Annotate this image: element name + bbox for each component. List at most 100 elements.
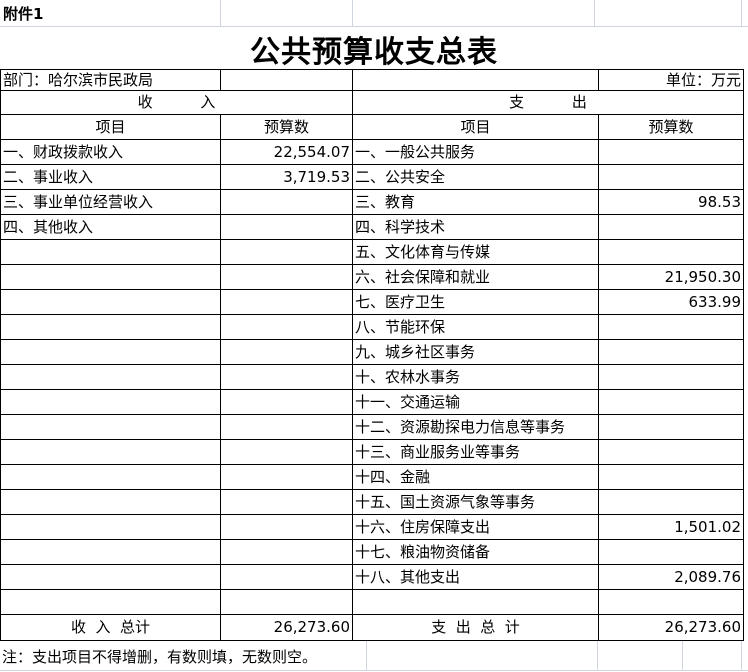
gridline [220,0,221,26]
revenue-item-cell[interactable] [0,289,221,315]
revenue-value-cell[interactable] [220,339,353,365]
revenue-value-cell[interactable] [220,289,353,315]
revenue-budget-header-cell[interactable]: 预算数 [220,114,353,140]
revenue-item-cell[interactable] [0,589,221,615]
gridline [597,641,598,670]
revenue-item-header-cell[interactable]: 项目 [0,114,221,140]
revenue-value-cell[interactable] [220,364,353,390]
unit-cell[interactable]: 单位：万元 [598,69,744,91]
expenditure-item-cell[interactable]: 十四、金融 [352,464,599,490]
expenditure-item-cell[interactable]: 十三、商业服务业等事务 [352,439,599,465]
expenditure-value-cell[interactable] [598,389,744,415]
revenue-value-cell[interactable]: 22,554.07 [220,139,353,165]
expenditure-value-cell[interactable] [598,589,744,615]
expenditure-item-cell[interactable]: 十、农林水事务 [352,364,599,390]
revenue-item-cell[interactable] [0,339,221,365]
expenditure-item-cell[interactable]: 三、教育 [352,189,599,215]
expenditure-value-cell[interactable]: 1,501.02 [598,514,744,540]
revenue-item-cell[interactable] [0,414,221,440]
expenditure-item-header-cell[interactable]: 项目 [352,114,599,140]
expenditure-item-cell[interactable]: 六、社会保障和就业 [352,264,599,290]
revenue-item-cell[interactable] [0,389,221,415]
revenue-item-cell[interactable] [0,364,221,390]
table-row: 八、节能环保 [0,314,744,340]
expenditure-value-cell[interactable]: 21,950.30 [598,264,744,290]
revenue-value-cell[interactable] [220,439,353,465]
expenditure-value-cell[interactable] [598,314,744,340]
revenue-value-cell[interactable] [220,314,353,340]
expenditure-value-cell[interactable] [598,139,744,165]
expenditure-item-cell[interactable]: 七、医疗卫生 [352,289,599,315]
revenue-item-cell[interactable] [0,539,221,565]
expenditure-item-cell[interactable]: 八、节能环保 [352,314,599,340]
expenditure-item-cell[interactable]: 十八、其他支出 [352,564,599,590]
revenue-item-cell[interactable] [0,564,221,590]
expenditure-value-cell[interactable] [598,239,744,265]
expenditure-item-cell[interactable] [352,589,599,615]
expenditure-item-cell[interactable]: 一、一般公共服务 [352,139,599,165]
revenue-value-cell[interactable] [220,514,353,540]
expenditure-item-cell[interactable]: 二、公共安全 [352,164,599,190]
note-text: 注：支出项目不得增删，有数则填，无数则空。 [2,648,318,666]
expenditure-value-cell[interactable] [598,414,744,440]
revenue-value-cell[interactable]: 3,719.53 [220,164,353,190]
expenditure-item-cell[interactable]: 九、城乡社区事务 [352,339,599,365]
revenue-item-cell[interactable] [0,439,221,465]
expenditure-value-cell[interactable] [598,214,744,240]
expenditure-value-cell[interactable] [598,164,744,190]
revenue-value-cell[interactable] [220,264,353,290]
revenue-value-cell[interactable] [220,414,353,440]
revenue-value-cell[interactable] [220,589,353,615]
table-row: 五、文化体育与传媒 [0,239,744,265]
gridline [594,0,595,26]
revenue-value-cell[interactable] [220,189,353,215]
expenditure-value-cell[interactable] [598,439,744,465]
revenue-value-cell[interactable] [220,539,353,565]
table-row: 四、其他收入 四、科学技术 [0,214,744,240]
revenue-total-value-cell[interactable]: 26,273.60 [220,614,353,641]
revenue-item-cell[interactable]: 二、事业收入 [0,164,221,190]
revenue-value-cell[interactable] [220,239,353,265]
expenditure-item-cell[interactable]: 十一、交通运输 [352,389,599,415]
expenditure-value-cell[interactable]: 633.99 [598,289,744,315]
gridline [741,641,742,670]
revenue-value-cell[interactable] [220,214,353,240]
expenditure-item-cell[interactable]: 十七、粮油物资储备 [352,539,599,565]
expenditure-total-value-cell[interactable]: 26,273.60 [598,614,744,641]
expenditure-value-cell[interactable] [598,539,744,565]
empty-cell[interactable] [220,69,353,91]
expenditure-value-cell[interactable] [598,339,744,365]
expenditure-value-cell[interactable] [598,489,744,515]
table-row: 十一、交通运输 [0,389,744,415]
expenditure-value-cell[interactable] [598,364,744,390]
table-header-rows: 部门：哈尔滨市民政局 单位：万元 收 入 支 出 项目 预算数 项目 预算数 [0,69,744,140]
expenditure-item-cell[interactable]: 五、文化体育与传媒 [352,239,599,265]
revenue-item-cell[interactable] [0,464,221,490]
revenue-value-cell[interactable] [220,564,353,590]
expenditure-value-cell[interactable]: 98.53 [598,189,744,215]
revenue-value-cell[interactable] [220,489,353,515]
expenditure-value-cell[interactable] [598,464,744,490]
revenue-item-cell[interactable] [0,514,221,540]
revenue-total-label-cell[interactable]: 收 入 总计 [0,614,221,641]
revenue-item-cell[interactable]: 一、财政拨款收入 [0,139,221,165]
revenue-value-cell[interactable] [220,464,353,490]
revenue-item-cell[interactable]: 四、其他收入 [0,214,221,240]
revenue-header-cell[interactable]: 收 入 [0,90,353,115]
expenditure-item-cell[interactable]: 十五、国土资源气象等事务 [352,489,599,515]
revenue-item-cell[interactable]: 三、事业单位经营收入 [0,189,221,215]
department-cell[interactable]: 部门：哈尔滨市民政局 [0,69,221,91]
revenue-item-cell[interactable] [0,264,221,290]
expenditure-value-cell[interactable]: 2,089.76 [598,564,744,590]
expenditure-item-cell[interactable]: 四、科学技术 [352,214,599,240]
revenue-value-cell[interactable] [220,389,353,415]
expenditure-header-cell[interactable]: 支 出 [352,90,744,115]
expenditure-total-label-cell[interactable]: 支 出 总 计 [352,614,599,641]
revenue-item-cell[interactable] [0,314,221,340]
expenditure-budget-header-cell[interactable]: 预算数 [598,114,744,140]
expenditure-item-cell[interactable]: 十六、住房保障支出 [352,514,599,540]
expenditure-item-cell[interactable]: 十二、资源勘探电力信息等事务 [352,414,599,440]
revenue-item-cell[interactable] [0,239,221,265]
empty-cell[interactable] [352,69,599,91]
revenue-item-cell[interactable] [0,489,221,515]
